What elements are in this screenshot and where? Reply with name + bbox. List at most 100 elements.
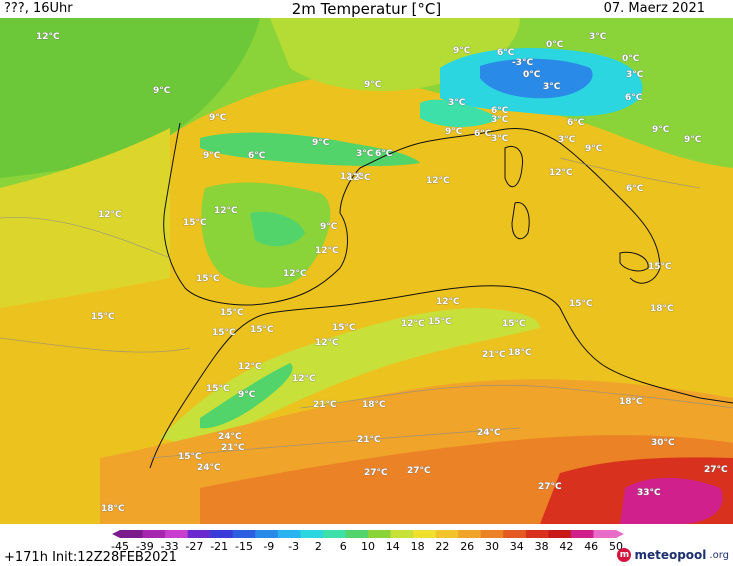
meteopool-logo-icon: m bbox=[617, 548, 632, 562]
temperature-label: 12°C bbox=[238, 362, 262, 372]
temperature-label: 12°C bbox=[426, 176, 450, 186]
colorbar-segment bbox=[480, 530, 504, 538]
temperature-label: 12°C bbox=[549, 168, 573, 178]
header-location-time: ???, 16Uhr bbox=[4, 1, 73, 16]
colorbar-tick-label: -9 bbox=[263, 540, 275, 553]
colorbar-tick-label: 22 bbox=[435, 540, 450, 553]
temperature-label: 6°C bbox=[375, 149, 393, 159]
temperature-map: 12°C 9°C 9°C 9°C 6°C 0°C 3°C -3°C 0°C 0°C 3°C 9°C 3°… bbox=[0, 18, 733, 524]
alps-core bbox=[480, 58, 593, 99]
meteopool-logo: m meteopool .org bbox=[617, 546, 729, 564]
temperature-label: 3°C bbox=[543, 82, 561, 92]
temperature-label: 0°C bbox=[523, 70, 541, 80]
colorbar-segment bbox=[368, 530, 392, 538]
temperature-label: 15°C bbox=[332, 323, 356, 333]
temperature-label: 15°C bbox=[569, 299, 593, 309]
colorbar-segment bbox=[345, 530, 369, 538]
temperature-label: 15°C bbox=[206, 384, 230, 394]
temperature-label: 15°C bbox=[178, 452, 202, 462]
temperature-label: 0°C bbox=[546, 40, 564, 50]
temperature-label: 18°C bbox=[101, 504, 125, 514]
colorbar-segment bbox=[277, 530, 301, 538]
colorbar-tick-label: 10 bbox=[361, 540, 375, 553]
logo-name: meteopool bbox=[634, 548, 707, 562]
temperature-label: 3°C bbox=[356, 149, 374, 159]
forecast-date: 07. Maerz 2021 bbox=[603, 1, 705, 16]
temperature-label: 9°C bbox=[684, 135, 702, 145]
colorbar-segment bbox=[525, 530, 549, 538]
temperature-label: 12°C bbox=[315, 246, 339, 256]
colorbar-segment bbox=[413, 530, 437, 538]
temperature-label: 12°C bbox=[214, 206, 238, 216]
colorbar-tick-label: 42 bbox=[559, 540, 574, 553]
temperature-label: 6°C bbox=[474, 129, 492, 139]
sierra-nevada-green bbox=[250, 211, 305, 247]
temperature-label: 15°C bbox=[502, 319, 526, 329]
temperature-label: 3°C bbox=[491, 115, 509, 125]
temperature-label: 12°C bbox=[315, 338, 339, 348]
temperature-label: -3°C bbox=[512, 58, 534, 68]
temperature-label: 12°C bbox=[347, 173, 371, 183]
temperature-label: 15°C bbox=[648, 262, 672, 272]
temperature-label: 9°C bbox=[453, 46, 471, 56]
temperature-label: 12°C bbox=[340, 172, 364, 182]
temperature-label: 15°C bbox=[212, 328, 236, 338]
atlantic-yellow bbox=[0, 128, 170, 308]
temperature-label: 9°C bbox=[652, 125, 670, 135]
temperature-label: 21°C bbox=[482, 350, 506, 360]
colorbar-segment bbox=[548, 530, 572, 538]
colorbar-tick-label: 18 bbox=[410, 540, 425, 553]
colorbar-tick-label: 26 bbox=[460, 540, 475, 553]
isotherms bbox=[0, 157, 733, 459]
temperature-label: 9°C bbox=[209, 113, 227, 123]
temperature-label: 9°C bbox=[320, 222, 338, 232]
temperature-label: 18°C bbox=[362, 400, 386, 410]
pyrenees-green bbox=[200, 132, 420, 167]
colorbar-tick-label: -27 bbox=[185, 540, 204, 553]
colorbar-tick-label: -3 bbox=[288, 540, 300, 553]
temperature-label: 24°C bbox=[197, 463, 221, 473]
temperature-label: 12°C bbox=[292, 374, 316, 384]
temperature-label: 12°C bbox=[401, 319, 425, 329]
logo-suffix: .org bbox=[709, 549, 729, 561]
temperature-label: 9°C bbox=[445, 127, 463, 137]
temperature-label: 9°C bbox=[585, 144, 603, 154]
colorbar-segment bbox=[232, 530, 256, 538]
hot-spot-magenta bbox=[620, 477, 723, 524]
temperature-label: 12°C bbox=[283, 269, 307, 279]
temperature-label: 9°C bbox=[312, 138, 330, 148]
colorbar-tick-label: 6 bbox=[339, 540, 347, 553]
colorbar-segment bbox=[165, 530, 189, 538]
atlantic-green bbox=[0, 18, 260, 178]
temperature-label: 9°C bbox=[364, 80, 382, 90]
temperature-label: 15°C bbox=[91, 312, 115, 322]
colorbar-tick-label: -33 bbox=[160, 540, 179, 553]
temperature-label: 15°C bbox=[428, 317, 452, 327]
temperature-label: 33°C bbox=[637, 488, 661, 498]
temperature-label: 18°C bbox=[508, 348, 532, 358]
temperature-label: 15°C bbox=[250, 325, 274, 335]
temperature-label: 12°C bbox=[36, 32, 60, 42]
colorbar-tick-label: 2 bbox=[314, 540, 322, 553]
temperature-label: 6°C bbox=[491, 106, 509, 116]
temperature-label: 6°C bbox=[567, 118, 585, 128]
colorbar-segment bbox=[458, 530, 482, 538]
temperature-label: 3°C bbox=[491, 134, 509, 144]
colorbar-tick-label: -21 bbox=[210, 540, 229, 553]
colorbar-segment bbox=[255, 530, 279, 538]
colorbar-segment bbox=[187, 530, 211, 538]
colorbar-segment bbox=[120, 530, 144, 538]
temperature-label: 9°C bbox=[238, 390, 256, 400]
colorbar-segment bbox=[593, 530, 617, 538]
temperature-label: 18°C bbox=[619, 397, 643, 407]
temperature-label: 0°C bbox=[622, 54, 640, 64]
temperature-label: 15°C bbox=[196, 274, 220, 284]
temperature-label: 15°C bbox=[220, 308, 244, 318]
colorbar-segment bbox=[142, 530, 166, 538]
colorbar-right-arrow bbox=[616, 530, 624, 538]
temperature-label: 3°C bbox=[558, 135, 576, 145]
temperature-label: 21°C bbox=[313, 400, 337, 410]
temperature-label: 12°C bbox=[98, 210, 122, 220]
run-init-info: +171h Init:12Z28FEB2021 bbox=[4, 550, 177, 565]
atlas-band bbox=[160, 308, 540, 448]
